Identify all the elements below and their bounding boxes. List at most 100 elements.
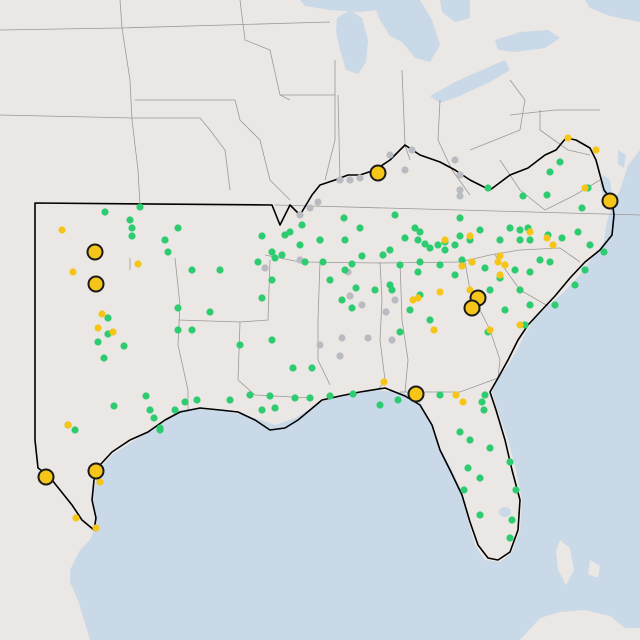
map-dot-green[interactable] [268,276,276,284]
map-dot-green[interactable] [156,426,164,434]
map-dot-green[interactable] [508,516,516,524]
map-dot-green[interactable] [71,426,79,434]
map-dot-green[interactable] [136,203,144,211]
map-dot-green[interactable] [128,224,136,232]
map-dot-green[interactable] [326,392,334,400]
map-dot-green[interactable] [171,406,179,414]
map-dot-green[interactable] [188,326,196,334]
map-dot-yellow[interactable] [458,262,466,270]
map-dot-yellow[interactable] [430,326,438,334]
map-dot-gray[interactable] [296,211,304,219]
map-dot-green[interactable] [341,266,349,274]
map-dot-gray[interactable] [382,308,390,316]
map-dot-green[interactable] [161,236,169,244]
map-dot-green[interactable] [581,266,589,274]
map-dot-green[interactable] [271,404,279,412]
map-dot-green[interactable] [481,391,489,399]
map-dot-yellow[interactable] [64,421,72,429]
map-dot-green[interactable] [456,232,464,240]
map-marker-large[interactable] [87,275,105,293]
map-dot-green[interactable] [386,246,394,254]
map-dot-green[interactable] [511,266,519,274]
map-dot-green[interactable] [516,236,524,244]
map-dot-green[interactable] [394,396,402,404]
map-dot-green[interactable] [326,276,334,284]
map-dot-green[interactable] [476,474,484,482]
map-dot-gray[interactable] [391,296,399,304]
map-dot-green[interactable] [226,396,234,404]
map-dot-green[interactable] [476,226,484,234]
map-dot-gray[interactable] [261,264,269,272]
map-marker-large[interactable] [601,192,619,210]
map-dot-yellow[interactable] [436,288,444,296]
map-dot-green[interactable] [521,321,529,329]
map-dot-gray[interactable] [358,301,366,309]
map-dot-yellow[interactable] [69,268,77,276]
map-dot-green[interactable] [104,314,112,322]
map-dot-gray[interactable] [456,192,464,200]
map-dot-yellow[interactable] [543,234,551,242]
map-dot-green[interactable] [478,398,486,406]
map-dot-green[interactable] [391,211,399,219]
map-dot-gray[interactable] [388,336,396,344]
map-dot-green[interactable] [94,338,102,346]
map-marker-large[interactable] [87,462,105,480]
map-dot-gray[interactable] [338,334,346,342]
map-dot-green[interactable] [536,256,544,264]
map-dot-green[interactable] [174,304,182,312]
map-dot-green[interactable] [110,402,118,410]
map-dot-green[interactable] [164,248,172,256]
map-dot-green[interactable] [258,406,266,414]
map-dot-green[interactable] [376,401,384,409]
map-dot-green[interactable] [100,354,108,362]
map-dot-green[interactable] [181,398,189,406]
map-dot-green[interactable] [506,224,514,232]
map-dot-green[interactable] [296,241,304,249]
map-dot-yellow[interactable] [564,134,572,142]
map-dot-yellow[interactable] [459,398,467,406]
map-dot-green[interactable] [281,231,289,239]
map-dot-green[interactable] [484,184,492,192]
map-dot-yellow[interactable] [592,146,600,154]
map-dot-green[interactable] [586,241,594,249]
map-dot-gray[interactable] [316,341,324,349]
map-dot-gray[interactable] [401,166,409,174]
map-dot-green[interactable] [414,236,422,244]
map-dot-green[interactable] [464,464,472,472]
map-dot-green[interactable] [480,406,488,414]
map-dot-green[interactable] [340,214,348,222]
map-dot-green[interactable] [371,286,379,294]
map-dot-green[interactable] [506,458,514,466]
map-dot-green[interactable] [451,241,459,249]
map-dot-green[interactable] [341,236,349,244]
map-dot-green[interactable] [236,341,244,349]
map-dot-green[interactable] [456,428,464,436]
map-dot-green[interactable] [142,392,150,400]
map-dot-green[interactable] [546,258,554,266]
map-dot-green[interactable] [258,232,266,240]
map-dot-green[interactable] [278,251,286,259]
map-dot-green[interactable] [436,391,444,399]
map-dot-green[interactable] [358,252,366,260]
map-dot-yellow[interactable] [452,391,460,399]
map-dot-green[interactable] [426,316,434,324]
map-dot-gray[interactable] [346,292,354,300]
map-dot-yellow[interactable] [468,258,476,266]
map-marker-large[interactable] [407,385,425,403]
map-marker-large[interactable] [369,164,387,182]
map-dot-yellow[interactable] [58,226,66,234]
map-dot-yellow[interactable] [72,514,80,522]
map-dot-yellow[interactable] [466,286,474,294]
map-dot-green[interactable] [308,364,316,372]
map-dot-green[interactable] [558,234,566,242]
map-dot-green[interactable] [451,271,459,279]
map-marker-large[interactable] [37,468,55,486]
map-dot-green[interactable] [146,406,154,414]
map-dot-gray[interactable] [306,204,314,212]
map-dot-green[interactable] [460,486,468,494]
map-dot-yellow[interactable] [409,296,417,304]
map-dot-green[interactable] [526,268,534,276]
map-dot-green[interactable] [481,264,489,272]
map-dot-green[interactable] [271,254,279,262]
